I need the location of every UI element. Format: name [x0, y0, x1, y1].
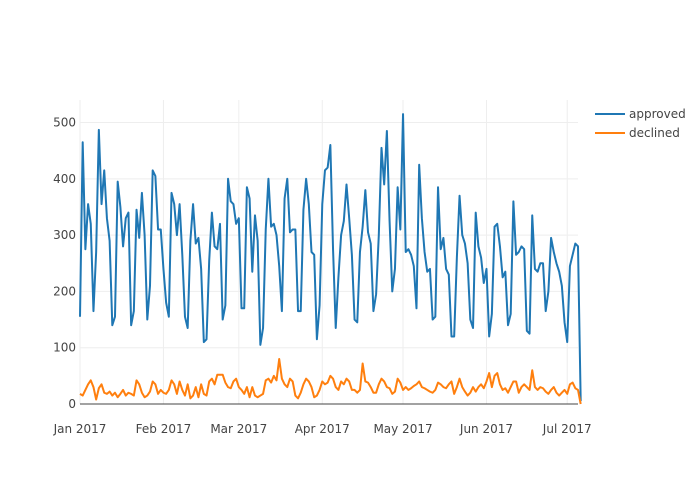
legend-item-approved[interactable]: approved [595, 107, 686, 121]
legend: approved declined [595, 107, 686, 140]
y-tick-label: 0 [68, 397, 76, 411]
legend-label: approved [629, 107, 686, 121]
x-tick-label: May 2017 [373, 422, 432, 436]
x-tick-label: Mar 2017 [210, 422, 267, 436]
legend-item-declined[interactable]: declined [595, 126, 680, 140]
series-line-approved[interactable] [79, 113, 582, 402]
y-tick-label: 400 [53, 172, 76, 186]
series-layer [79, 113, 582, 405]
grid [79, 100, 578, 404]
y-tick-label: 500 [53, 116, 76, 130]
y-tick-label: 100 [53, 341, 76, 355]
x-tick-label: Jul 2017 [542, 422, 592, 436]
x-tick-label: Jan 2017 [53, 422, 107, 436]
x-tick-label: Apr 2017 [295, 422, 350, 436]
x-tick-label: Feb 2017 [136, 422, 192, 436]
y-tick-label: 300 [53, 228, 76, 242]
x-tick-label: Jun 2017 [459, 422, 513, 436]
legend-label: declined [629, 126, 680, 140]
y-tick-label: 200 [53, 284, 76, 298]
axes: 0 100 200 300 400 500 Jan 2017 Feb 2017 Mar 2017… [53, 116, 592, 436]
series-line-declined[interactable] [79, 357, 582, 405]
